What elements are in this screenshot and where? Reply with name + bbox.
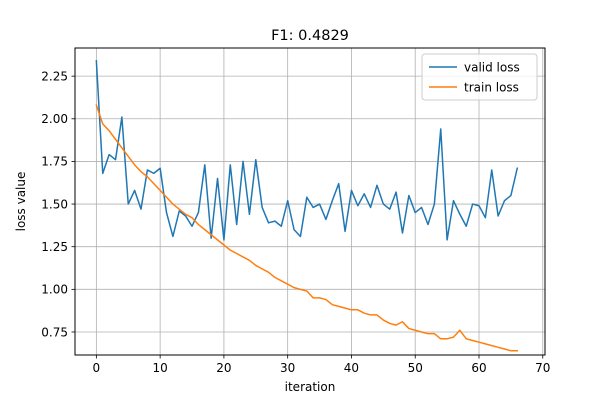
x-tick-label: 10	[152, 361, 167, 375]
chart-title: F1: 0.4829	[271, 28, 349, 44]
x-tick-label: 0	[93, 361, 101, 375]
x-tick-label: 40	[344, 361, 359, 375]
plot-frame	[74, 47, 546, 356]
series-layer	[95, 59, 519, 352]
grid-lines	[75, 48, 545, 355]
x-tick-label: 30	[280, 361, 295, 375]
y-tick-label: 1.25	[41, 240, 68, 254]
x-tick-label: 60	[471, 361, 486, 375]
x-tick-label: 70	[535, 361, 550, 375]
y-tick-label: 1.50	[41, 197, 68, 211]
y-tick-label: 0.75	[41, 325, 68, 339]
series-line-train-loss	[95, 104, 519, 352]
series-line-valid-loss	[95, 59, 519, 241]
legend-label-valid-loss: valid loss	[464, 60, 520, 74]
legend-label-train-loss: train loss	[464, 80, 519, 94]
legend-box	[421, 53, 538, 101]
y-axis: 0.75 1.00 1.25 1.50 1.75 2.00 2.25	[41, 69, 75, 339]
legend: valid loss train loss	[421, 53, 538, 101]
y-tick-label: 1.00	[41, 283, 68, 297]
x-tick-label: 50	[408, 361, 423, 375]
y-tick-label: 2.00	[41, 112, 68, 126]
y-tick-label: 2.25	[41, 69, 68, 83]
x-axis: 0 10 20 30 40 50 60 70	[93, 355, 550, 375]
y-tick-label: 1.75	[41, 155, 68, 169]
x-tick-label: 20	[216, 361, 231, 375]
y-axis-label: loss value	[14, 172, 28, 232]
x-axis-label: iteration	[285, 380, 336, 394]
